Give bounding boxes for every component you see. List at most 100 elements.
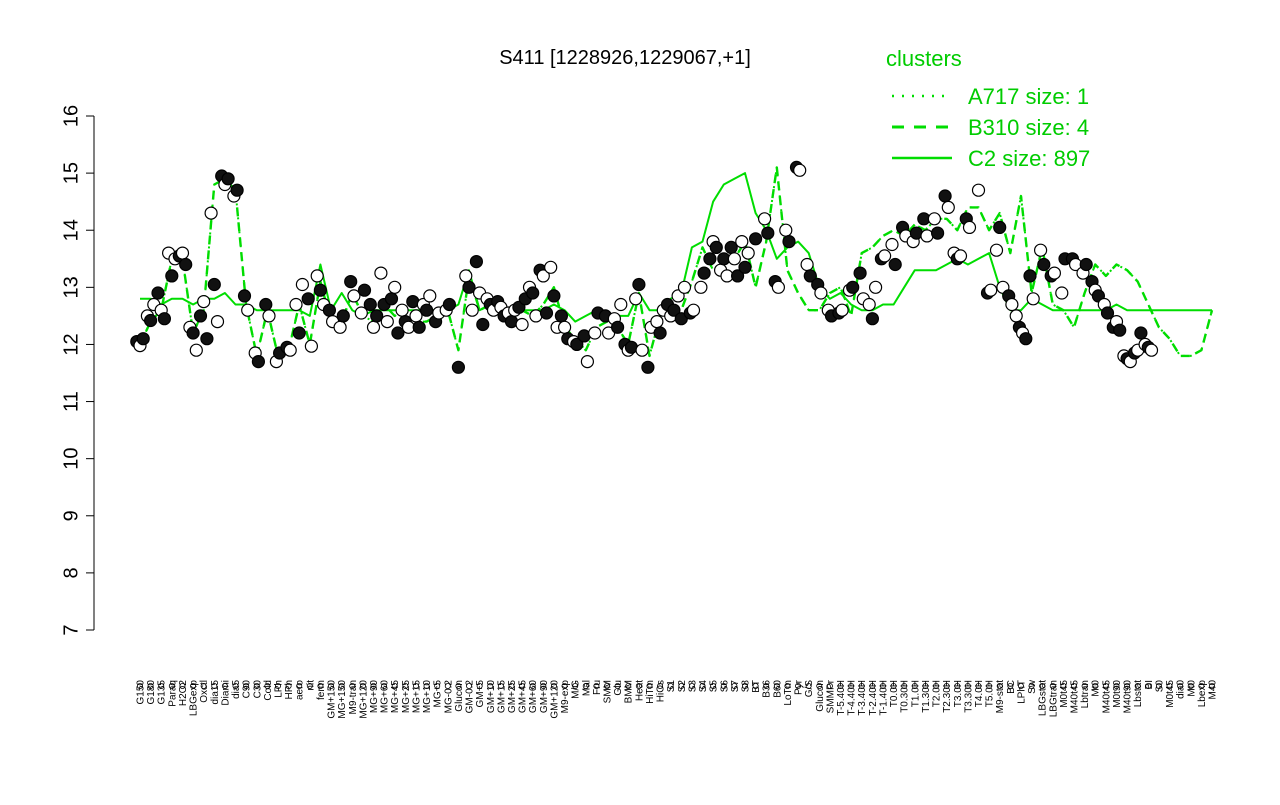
x-tick-marker [975, 683, 982, 690]
legend-label: B310 size: 4 [968, 115, 1089, 140]
x-tick-marker [1166, 683, 1173, 690]
x-tick-label: C90 [242, 680, 253, 699]
x-tick-marker [1081, 683, 1088, 690]
x-tick-marker [1039, 683, 1046, 690]
x-tick-label: G135 [157, 680, 168, 705]
x-tick-label: H2O2 [178, 680, 189, 707]
x-tick-marker [264, 683, 271, 690]
x-tick-marker [1124, 683, 1131, 690]
x-tick-label: T0.30H [900, 680, 911, 713]
x-tick-marker [1049, 683, 1056, 690]
x-tick-label: M/G [571, 680, 582, 699]
data-point [301, 292, 315, 306]
data-point [793, 163, 807, 177]
x-tick-marker [741, 683, 748, 690]
data-point [885, 237, 899, 252]
x-tick-label: M40t90 [1123, 680, 1134, 714]
y-tick-label: 11 [60, 391, 82, 412]
x-tick-marker [423, 683, 430, 690]
x-tick-marker [1145, 683, 1152, 690]
x-tick-marker [179, 683, 186, 690]
data-point [757, 212, 772, 226]
data-point [1113, 323, 1127, 337]
x-tick-label: Lbstat [1133, 680, 1144, 707]
x-tick-label: LBGstat [1038, 680, 1049, 716]
data-point [357, 283, 372, 297]
data-point [962, 220, 977, 234]
x-tick-label: S8 [740, 680, 751, 693]
x-tick-marker [763, 683, 770, 690]
x-tick-marker [487, 683, 494, 690]
x-tick-label: T2.30H [942, 680, 953, 713]
data-point [412, 320, 426, 334]
x-tick-label: G150 [136, 680, 147, 705]
x-tick-marker [561, 683, 568, 690]
x-tick-label: GM+15 [496, 680, 507, 714]
legend-label: C2 size: 897 [968, 146, 1090, 171]
x-tick-label: S1 [666, 680, 677, 693]
x-tick-marker [826, 683, 833, 690]
x-tick-label: Sw [1027, 679, 1038, 694]
x-tick-label: SMM [603, 680, 614, 703]
x-tick-label: T2.0H [932, 680, 943, 707]
x-tick-marker [625, 683, 632, 690]
x-tick-label: T5.0H [985, 680, 996, 707]
x-tick-label: M9-tran [348, 680, 359, 714]
x-tick-marker [274, 683, 281, 690]
data-point [727, 252, 742, 266]
x-tick-label: M0t45 [1165, 680, 1176, 708]
data-point [632, 277, 646, 292]
x-tick-label: Mt0 [1186, 680, 1197, 697]
x-tick-label: LBGexp [189, 680, 200, 717]
x-tick-marker [434, 683, 441, 690]
x-tick-marker [328, 683, 335, 690]
x-tick-label: Glucon [815, 680, 826, 712]
x-tick-label: Lbexp [1197, 680, 1208, 708]
x-tick-marker [964, 683, 971, 690]
x-tick-label: S6 [719, 680, 730, 693]
data-point [570, 337, 584, 351]
data-point [993, 220, 1007, 234]
x-tick-label: MG+25 [401, 680, 412, 714]
x-tick-label: S0 [1154, 680, 1165, 693]
data-point [544, 260, 558, 274]
x-tick-marker [232, 683, 239, 690]
data-point [442, 297, 456, 312]
data-point [336, 309, 350, 323]
x-tick-marker [667, 683, 674, 690]
x-tick-label: Mal [581, 680, 592, 696]
x-tick-marker [412, 683, 419, 690]
x-tick-label: Paraq [167, 680, 178, 707]
x-tick-marker [519, 683, 526, 690]
y-tick-label: 7 [60, 624, 82, 635]
x-tick-label: MG+15 [411, 680, 422, 714]
data-point [144, 313, 158, 328]
data-point [635, 343, 649, 357]
data-point [157, 312, 171, 326]
data-point [547, 289, 561, 303]
y-tick-label: 8 [60, 567, 82, 578]
x-tick-marker [773, 683, 780, 690]
data-point [165, 269, 179, 283]
x-tick-marker [710, 683, 717, 690]
x-tick-marker [1017, 683, 1024, 690]
data-point [380, 315, 394, 329]
x-tick-marker [635, 683, 642, 690]
x-tick-label: LoTm [783, 680, 794, 706]
x-tick-marker [986, 683, 993, 690]
data-point [730, 269, 745, 283]
x-tick-marker [933, 683, 940, 690]
x-tick-marker [901, 683, 908, 690]
x-tick-marker [466, 683, 473, 690]
x-tick-marker [731, 683, 738, 690]
x-tick-marker [1198, 683, 1205, 690]
data-point [1079, 257, 1093, 272]
data-point [748, 232, 763, 246]
data-point [677, 280, 692, 294]
x-tick-label: M0t90 [1112, 680, 1123, 708]
x-tick-label: B60 [772, 680, 783, 698]
x-tick-marker [1060, 683, 1067, 690]
data-point [200, 332, 214, 346]
data-point [667, 303, 681, 317]
